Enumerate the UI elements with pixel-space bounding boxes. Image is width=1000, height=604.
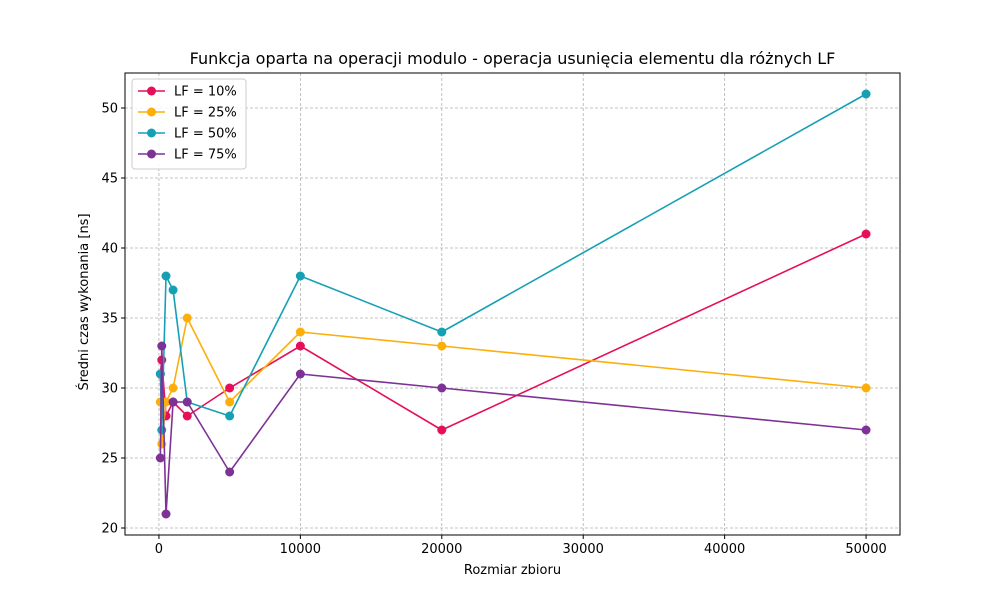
chart-title: Funkcja oparta na operacji modulo - oper… xyxy=(190,49,836,68)
data-point xyxy=(161,509,171,519)
legend-label: LF = 10% xyxy=(174,85,237,100)
data-point xyxy=(225,397,235,407)
data-point xyxy=(157,425,167,435)
y-tick-label: 30 xyxy=(101,382,118,397)
data-point xyxy=(861,383,871,393)
legend-marker xyxy=(147,128,156,138)
series-layer xyxy=(155,89,871,519)
data-point xyxy=(182,313,192,323)
series-4 xyxy=(155,341,871,519)
series-2 xyxy=(155,313,871,449)
y-tick-label: 25 xyxy=(101,452,118,467)
data-point xyxy=(295,271,305,281)
data-point xyxy=(295,341,305,351)
series-line xyxy=(159,93,867,431)
axis-ticks: 0 10000 20000 30000 40000 50000 20 25 30 35 40 45 50 xyxy=(101,102,886,558)
data-point xyxy=(225,383,235,393)
plot-frame xyxy=(124,72,901,536)
x-tick-label: 0 xyxy=(155,542,163,557)
x-tick-label: 30000 xyxy=(563,542,604,557)
legend-item: LF = 50% xyxy=(138,127,237,142)
x-tick-label: 40000 xyxy=(704,542,745,557)
data-point xyxy=(155,453,165,463)
data-point xyxy=(861,229,871,239)
y-tick-label: 20 xyxy=(101,522,118,537)
series-1 xyxy=(155,229,871,435)
data-point xyxy=(161,271,171,281)
data-point xyxy=(168,383,178,393)
legend-label: LF = 75% xyxy=(174,148,237,163)
y-tick-label: 50 xyxy=(101,102,118,117)
data-point xyxy=(182,411,192,421)
y-tick-label: 45 xyxy=(101,172,118,187)
legend-label: LF = 50% xyxy=(174,127,237,142)
legend: LF = 10% LF = 25% LF = 50% LF = 75% xyxy=(131,78,247,170)
legend-box xyxy=(131,78,247,170)
data-point xyxy=(437,425,447,435)
series-line xyxy=(159,317,867,445)
y-tick-label: 40 xyxy=(101,242,118,257)
data-point xyxy=(437,341,447,351)
x-tick-label: 20000 xyxy=(421,542,462,557)
data-point xyxy=(168,397,178,407)
data-point xyxy=(437,383,447,393)
legend-marker xyxy=(147,86,156,96)
y-axis-label: Średni czas wykonania [ns] xyxy=(76,213,92,390)
data-point xyxy=(861,89,871,99)
legend-item: LF = 25% xyxy=(138,106,237,121)
x-tick-label: 10000 xyxy=(280,542,321,557)
series-line xyxy=(159,345,867,515)
legend-marker xyxy=(147,149,156,159)
data-point xyxy=(225,467,235,477)
data-point xyxy=(437,327,447,337)
legend-marker xyxy=(147,107,156,117)
data-point xyxy=(861,425,871,435)
x-axis-label: Rozmiar zbioru xyxy=(464,563,561,578)
series-line xyxy=(159,233,867,431)
series-3 xyxy=(155,89,871,435)
data-point xyxy=(225,411,235,421)
data-point xyxy=(168,285,178,295)
data-point xyxy=(182,397,192,407)
data-point xyxy=(295,327,305,337)
legend-label: LF = 25% xyxy=(174,106,237,121)
grid xyxy=(125,73,900,535)
data-point xyxy=(295,369,305,379)
legend-item: LF = 10% xyxy=(138,85,237,100)
x-tick-label: 50000 xyxy=(845,542,886,557)
data-point xyxy=(155,369,165,379)
data-point xyxy=(157,341,167,351)
y-tick-label: 35 xyxy=(101,312,118,327)
legend-item: LF = 75% xyxy=(138,148,237,163)
